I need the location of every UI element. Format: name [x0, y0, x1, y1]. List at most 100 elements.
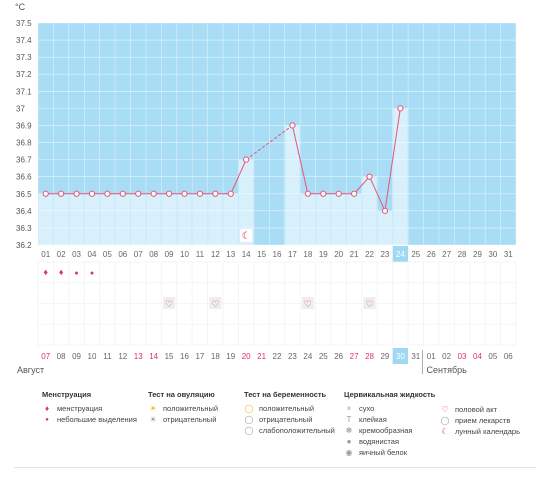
calendar-date-label: 20: [242, 352, 251, 361]
gray-sun-icon: ☀: [149, 414, 157, 424]
temperature-point: [196, 190, 204, 197]
legend-title: Тест на овуляцию: [148, 390, 215, 399]
calendar-date-label: 08: [57, 352, 66, 361]
blood-drop-icon: ●: [74, 270, 78, 277]
calendar-date-label: 28: [365, 352, 374, 361]
legend-item-creamy: ❋ кремообразная: [344, 425, 435, 436]
cycle-day-label: 07: [134, 250, 143, 259]
calendar-date-label: 07: [41, 352, 50, 361]
cycle-day-label: 25: [411, 250, 420, 259]
temperature-bar: [115, 193, 131, 245]
highlighted-day-box: [392, 246, 409, 262]
intercourse-marker-box: [163, 297, 176, 309]
legend-item-pregnancy-weak: ◯ слабоположительный: [244, 425, 335, 436]
temperature-point: [181, 190, 188, 197]
legend-cervical: Цервикальная жидкость × сухо Τ клейкая ❋…: [344, 390, 435, 458]
temperature-bar: [161, 193, 177, 245]
legend-label: отрицательный: [163, 415, 217, 424]
legend-pregnancy: Тест на беременность ◯ положительный ◯ о…: [244, 390, 335, 436]
temperature-point: [289, 122, 296, 129]
temperature-bar: [331, 193, 346, 245]
calendar-date-label: 30: [396, 352, 405, 361]
legend-label: положительный: [163, 404, 219, 413]
temperature-point: [73, 190, 80, 197]
cycle-day-label: 27: [442, 250, 451, 259]
legend-label: кремообразная: [359, 426, 413, 435]
blood-drop-icon: ●: [90, 270, 94, 277]
legend-item-egg-white: ◉ яичный белок: [344, 447, 435, 458]
legend-label: клейкая: [359, 415, 387, 424]
cycle-day-label: 04: [88, 250, 97, 259]
temperature-point: [165, 190, 173, 197]
legend-label: положительный: [259, 404, 315, 413]
cycle-day-label: 26: [427, 250, 436, 259]
calendar-date-label: 01: [427, 352, 436, 361]
temperature-bar: [316, 193, 331, 245]
y-tick-label: 36.7: [16, 156, 32, 165]
y-tick-label: 36.8: [16, 139, 32, 148]
y-tick-label: 37.4: [16, 36, 32, 45]
calendar-date-label: 16: [180, 352, 189, 361]
legend-menstruation: Менструация ♦ менструация ● небольшие вы…: [42, 390, 137, 425]
cycle-day-label: 03: [72, 250, 81, 259]
cycle-day-label: 06: [118, 250, 127, 259]
calendar-date-label: 26: [334, 352, 343, 361]
legend-label: прием лекарств: [455, 416, 511, 425]
month-label-right: Сентябрь: [427, 365, 468, 375]
cycle-day-label: 02: [57, 250, 66, 259]
blood-drops-icon: ♦: [59, 267, 64, 277]
temperature-point: [88, 190, 96, 197]
temperature-line: [369, 176, 386, 212]
dry-icon: ×: [346, 403, 352, 413]
calendar-date-label: 09: [72, 352, 81, 361]
legend-label: яичный белок: [359, 448, 408, 457]
y-tick-label: 36.5: [16, 190, 32, 199]
cycle-day-label: 05: [103, 250, 112, 259]
y-tick-label: 37.3: [16, 53, 32, 62]
temperature-point: [212, 190, 219, 197]
temperature-bar: [177, 193, 192, 245]
calendar-date-label: 17: [195, 352, 204, 361]
calendar-date-label: 02: [442, 352, 451, 361]
temperature-bar: [53, 193, 69, 245]
heart-icon: ♡: [304, 299, 312, 309]
cycle-day-label: 24: [396, 250, 405, 259]
watery-icon: ●: [346, 436, 352, 446]
calendar-date-label: 21: [257, 352, 266, 361]
cycle-day-label: 14: [242, 250, 251, 259]
temperature-point: [335, 190, 342, 197]
cycle-day-label: 18: [303, 250, 312, 259]
temperature-line: [230, 159, 247, 194]
y-tick-label: 37.5: [16, 19, 32, 28]
y-tick-label: 37.1: [16, 87, 32, 96]
legend-item-menstruation: ♦ менструация: [42, 403, 137, 414]
calendar-date-label: 06: [504, 352, 513, 361]
moon-icon: ☾: [441, 426, 449, 436]
temperature-point: [135, 190, 142, 197]
cycle-day-label: 15: [257, 250, 266, 259]
y-tick-label: 36.9: [16, 121, 32, 130]
legend-item-lunar: ☾ лунный календарь: [440, 426, 520, 437]
calendar-date-label: 14: [149, 352, 158, 361]
y-tick-label: 36.4: [16, 207, 32, 216]
cycle-day-label: 11: [196, 250, 205, 259]
highlighted-date-box: [392, 348, 409, 364]
temperature-bar: [223, 193, 238, 245]
cycle-day-label: 21: [350, 250, 359, 259]
calendar-date-label: 12: [118, 352, 127, 361]
intercourse-marker-box: [363, 297, 376, 309]
y-axis-unit: °C: [15, 2, 26, 12]
calendar-date-label: 18: [211, 352, 220, 361]
calendar-date-label: 11: [103, 352, 112, 361]
temperature-line: [353, 176, 370, 195]
blood-drops-icon: ♦: [43, 267, 48, 277]
temperature-bar: [346, 193, 362, 245]
calendar-date-label: 23: [288, 352, 297, 361]
heart-icon: ♡: [165, 299, 173, 309]
temperature-point: [320, 190, 327, 197]
legend-item-pregnancy-negative: ◯ отрицательный: [244, 414, 335, 425]
temperature-point: [397, 105, 404, 112]
legend-item-intercourse: ♡ половой акт: [440, 404, 520, 415]
temperature-bar: [285, 125, 300, 245]
